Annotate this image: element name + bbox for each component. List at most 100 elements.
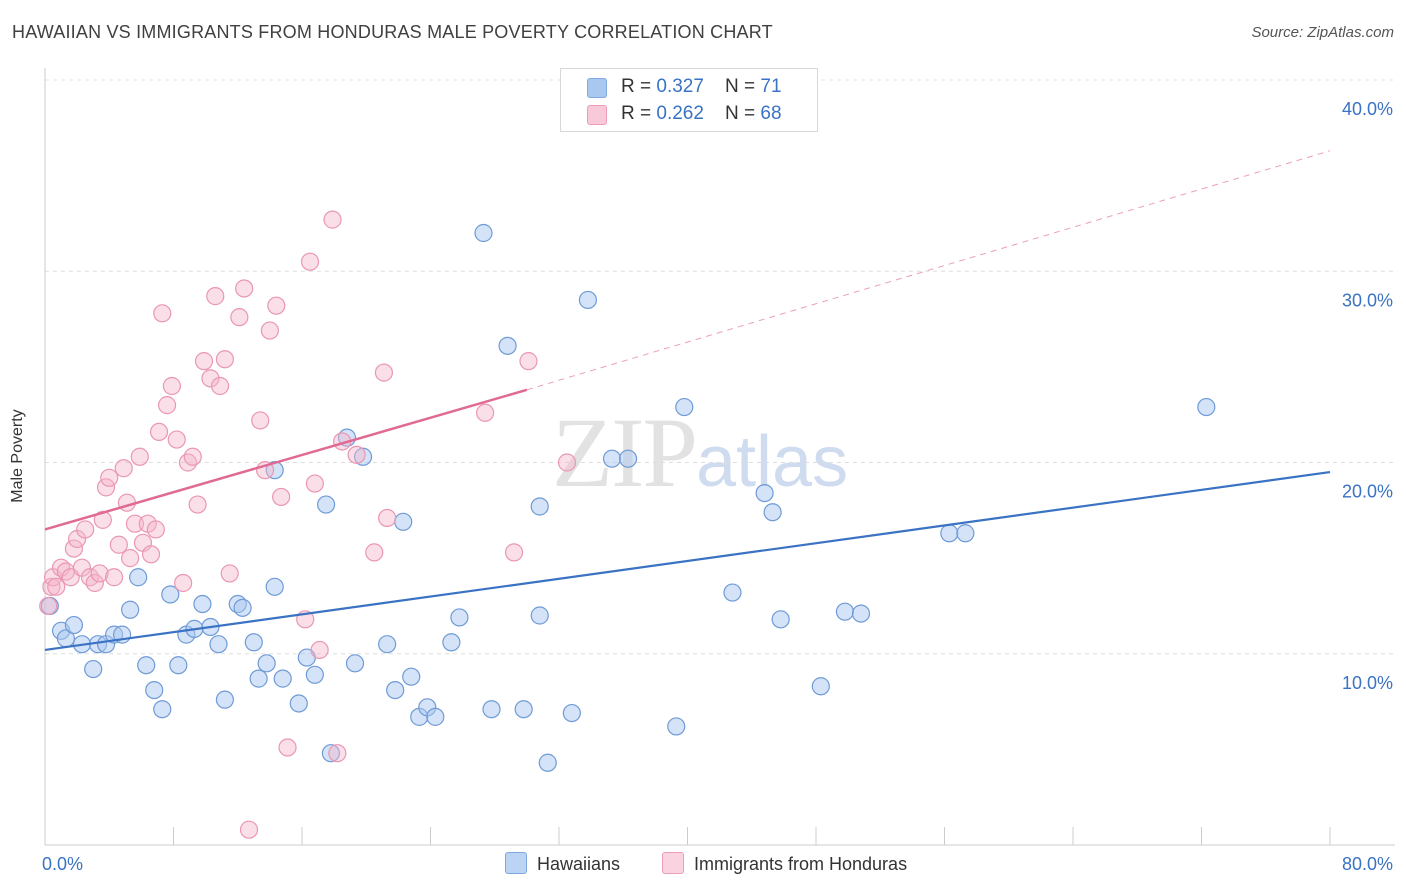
hawaiians-point xyxy=(482,700,501,719)
hawaiians-point xyxy=(1197,397,1216,417)
honduras-trend-line xyxy=(44,388,528,531)
hawaiians-point xyxy=(84,659,103,679)
hawaiians-point xyxy=(763,503,782,522)
honduras-point xyxy=(201,369,220,388)
hawaiians-point xyxy=(273,669,292,688)
honduras-point xyxy=(215,350,234,369)
legend-label: Immigrants from Honduras xyxy=(694,854,908,874)
legend-item-hawaiians: Hawaiians xyxy=(505,852,620,875)
honduras-point xyxy=(162,376,181,396)
honduras-point xyxy=(157,396,177,415)
honduras-point xyxy=(39,596,58,616)
honduras-point xyxy=(100,468,119,487)
hawaiians-point xyxy=(289,694,308,713)
honduras-point xyxy=(96,478,116,497)
honduras-point xyxy=(260,321,279,340)
n-label: N = xyxy=(725,76,761,97)
n-value: 71 xyxy=(760,76,782,97)
hawaiians-swatch-icon xyxy=(587,78,607,98)
hawaiians-point xyxy=(602,449,622,468)
x-tick-label: 0.0% xyxy=(42,854,83,874)
hawaiians-point xyxy=(956,524,975,543)
hawaiians-point xyxy=(193,594,212,614)
honduras-point xyxy=(272,487,291,507)
honduras-trend-extension xyxy=(526,150,1331,391)
r-label: R = xyxy=(621,103,657,124)
honduras-point xyxy=(130,447,149,466)
r-value: 0.262 xyxy=(656,103,704,124)
hawaiians-point xyxy=(265,577,284,596)
honduras-point xyxy=(80,568,100,587)
honduras-point xyxy=(206,287,225,306)
honduras-point xyxy=(167,430,186,449)
honduras-point xyxy=(121,549,140,568)
hawaiians-point xyxy=(121,600,140,619)
hawaiians-point xyxy=(137,656,156,675)
correlation-legend: R = 0.327 N = 71 R = 0.262 N = 68 xyxy=(560,68,818,132)
honduras-point xyxy=(323,210,342,229)
n-label: N = xyxy=(725,103,761,124)
honduras-point xyxy=(278,738,297,757)
honduras-point xyxy=(230,308,249,327)
hawaiians-point xyxy=(530,497,549,516)
hawaiians-point xyxy=(321,744,341,763)
honduras-point xyxy=(188,495,207,514)
r-value: 0.327 xyxy=(656,76,704,97)
legend-row-text: R = 0.262 N = 68 xyxy=(621,103,782,125)
hawaiians-point xyxy=(811,677,830,696)
honduras-point xyxy=(310,640,329,660)
hawaiians-point xyxy=(145,680,164,700)
hawaiians-trend-line xyxy=(44,470,1331,652)
honduras-point xyxy=(220,564,239,583)
hawaiians-point xyxy=(514,700,533,719)
legend-row-honduras: R = 0.262 N = 68 xyxy=(561,101,817,127)
hawaiians-point xyxy=(618,449,638,468)
honduras-point xyxy=(109,535,128,554)
honduras-point xyxy=(239,820,259,839)
x-tick-label: 80.0% xyxy=(1342,854,1393,874)
hawaiians-point xyxy=(209,635,228,654)
source-label: Source: ZipAtlas.com xyxy=(1251,24,1394,41)
hawaiians-point xyxy=(169,656,188,675)
honduras-point xyxy=(153,304,172,323)
hawaiians-point xyxy=(667,717,686,736)
hawaiians-point xyxy=(442,633,461,652)
hawaiians-point xyxy=(578,290,598,310)
honduras-point xyxy=(178,453,198,472)
hawaiians-point xyxy=(474,223,493,243)
honduras-point xyxy=(104,568,124,587)
hawaiians-point xyxy=(386,680,405,700)
honduras-legend-icon xyxy=(662,852,684,874)
honduras-point xyxy=(114,459,133,478)
hawaiians-point xyxy=(723,583,742,602)
y-tick-label: 30.0% xyxy=(1342,290,1393,310)
hawaiians-point xyxy=(345,654,365,673)
honduras-point xyxy=(85,573,104,593)
hawaiians-point xyxy=(153,700,172,719)
honduras-point xyxy=(251,411,270,430)
honduras-point xyxy=(76,520,95,539)
honduras-point xyxy=(300,252,320,271)
y-tick-label: 10.0% xyxy=(1342,673,1393,693)
honduras-point xyxy=(305,474,324,493)
hawaiians-point xyxy=(940,524,959,543)
hawaiians-point xyxy=(129,568,148,587)
hawaiians-point xyxy=(538,753,557,772)
honduras-point xyxy=(210,376,230,396)
honduras-point xyxy=(93,510,112,529)
hawaiians-point xyxy=(450,608,469,627)
honduras-point xyxy=(374,363,394,382)
hawaiians-point xyxy=(394,512,413,531)
honduras-point xyxy=(64,539,84,558)
y-tick-label: 20.0% xyxy=(1342,482,1393,502)
honduras-point xyxy=(141,545,161,564)
honduras-point xyxy=(267,296,286,315)
honduras-point xyxy=(194,352,214,371)
hawaiians-point xyxy=(257,654,276,673)
hawaiians-point xyxy=(161,585,180,604)
honduras-point xyxy=(149,422,169,441)
series-legend: Hawaiians Immigrants from Honduras xyxy=(0,852,1406,876)
honduras-point xyxy=(378,508,397,528)
hawaiians-point xyxy=(562,703,581,723)
